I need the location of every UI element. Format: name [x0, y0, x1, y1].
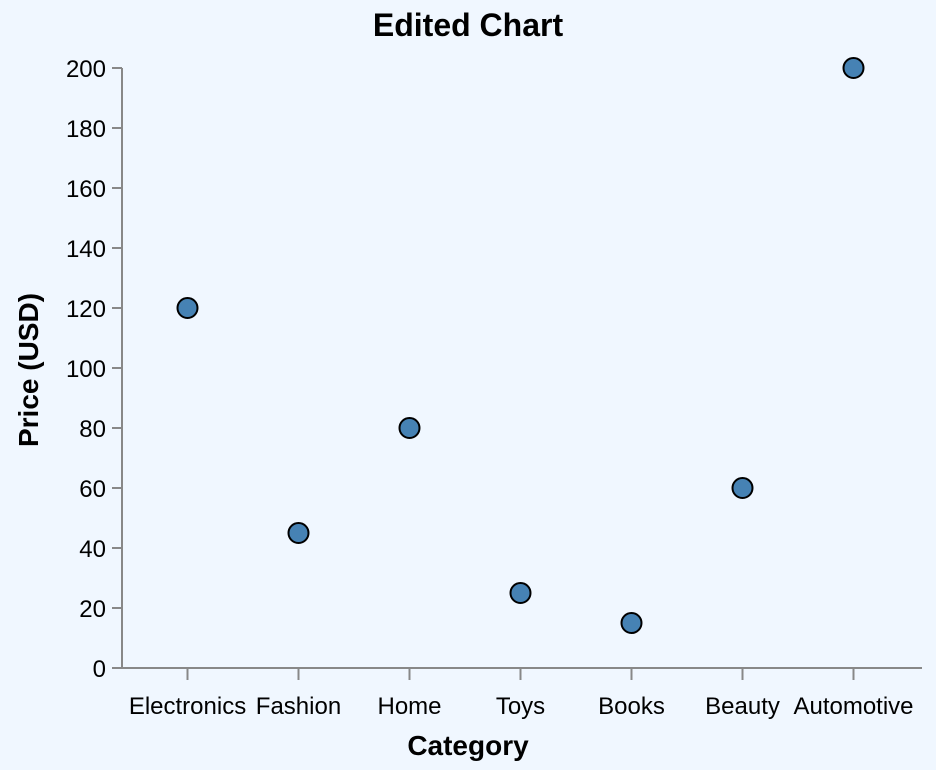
y-tick-label: 100	[66, 356, 106, 383]
y-tick-label: 200	[66, 56, 106, 83]
data-point-fashion[interactable]	[287, 522, 310, 544]
x-tick-label: Home	[377, 693, 441, 720]
x-tick-label: Fashion	[256, 693, 341, 720]
data-point-automotive[interactable]	[842, 57, 865, 79]
x-tick-label: Books	[598, 693, 665, 720]
y-tick-label: 180	[66, 116, 106, 143]
y-tick-label: 140	[66, 236, 106, 263]
y-tick-label: 160	[66, 176, 106, 203]
y-axis-title: Price (USD)	[13, 293, 44, 447]
x-tick-label: Beauty	[705, 693, 780, 720]
y-tick-label: 20	[79, 596, 106, 623]
data-point-books[interactable]	[620, 612, 643, 634]
y-tick-label: 120	[66, 296, 106, 323]
x-axis-title: Category	[407, 730, 529, 761]
data-point-home[interactable]	[398, 417, 421, 439]
x-tick-label: Toys	[496, 693, 545, 720]
y-tick-label: 60	[79, 476, 106, 503]
y-tick-label: 40	[79, 536, 106, 563]
data-point-toys[interactable]	[509, 582, 532, 604]
x-axis: Electronics Fashion Home Toys Books Beauty Aut…	[122, 667, 922, 720]
x-tick-label: Electronics	[129, 693, 246, 720]
x-tick-label: Automotive	[793, 693, 913, 720]
data-point-electronics[interactable]	[176, 297, 199, 319]
data-points	[176, 57, 865, 634]
chart-title: Edited Chart	[373, 7, 564, 43]
y-tick-label: 0	[93, 656, 106, 683]
y-axis: 0 20 40 60 80 100 120 140 160 180 200	[66, 56, 123, 683]
y-tick-label: 80	[79, 416, 106, 443]
data-point-beauty[interactable]	[731, 477, 754, 499]
